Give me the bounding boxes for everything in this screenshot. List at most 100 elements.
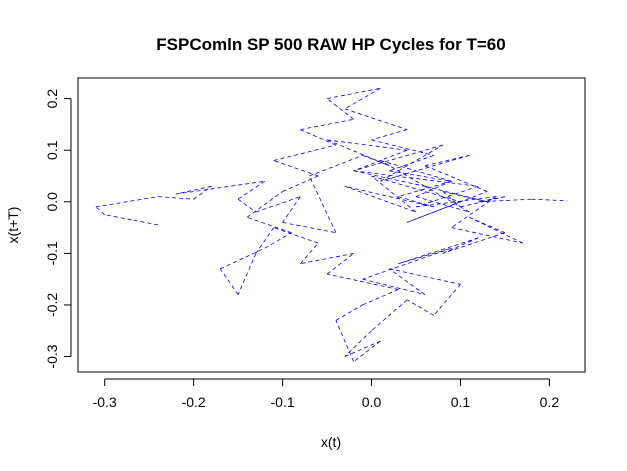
y-axis: -0.3 -0.2 -0.1 0.0 0.1 0.2 — [44, 89, 72, 369]
y-tick-label: 0.0 — [44, 192, 60, 212]
cycle-segment — [389, 170, 452, 182]
y-tick-label: 0.2 — [44, 89, 60, 109]
cycle-segment — [398, 180, 452, 197]
x-tick-label: -0.1 — [271, 394, 295, 410]
cycle-segment — [246, 216, 292, 234]
cycle-segment — [469, 216, 506, 234]
cycle-segment — [344, 185, 417, 213]
cycle-segment — [300, 118, 354, 130]
cycle-segment — [282, 222, 336, 234]
y-tick-label: -0.1 — [44, 241, 60, 265]
cycle-segment — [424, 185, 470, 213]
cycle-segment — [264, 232, 292, 249]
x-tick-label: -0.2 — [182, 394, 206, 410]
cycle-segment — [327, 139, 408, 151]
cycle-segment — [478, 198, 532, 203]
x-tick-label: 0.1 — [451, 394, 471, 410]
cycle-segment — [335, 320, 355, 362]
cycle-segment — [104, 214, 132, 221]
cycle-segment — [415, 185, 479, 208]
cycle-segment — [273, 144, 336, 161]
cycle-segment — [469, 216, 523, 244]
cycle-segment — [380, 160, 452, 182]
cycle-segment — [362, 247, 452, 280]
cycle-segment — [237, 253, 257, 295]
y-tick-label: -0.2 — [44, 293, 60, 317]
cycle-segment — [282, 175, 319, 192]
cycle-segment — [398, 196, 434, 208]
cycle-segment — [398, 237, 479, 265]
cycle-segment — [389, 268, 426, 295]
cycle-segment — [531, 198, 568, 202]
cycle-segment — [273, 227, 319, 244]
cycle-segment — [371, 175, 461, 203]
cycle-segment — [193, 185, 212, 200]
y-tick-label: -0.3 — [44, 344, 60, 368]
cycle-segment — [460, 196, 505, 208]
cycle-segment — [362, 278, 425, 295]
chart-title: FSPComln SP 500 RAW HP Cycles for T=60 — [156, 35, 505, 54]
x-axis: -0.3 -0.2 -0.1 0.0 0.1 0.2 — [93, 378, 559, 410]
cycle-segment — [344, 185, 434, 208]
cycle-segment — [433, 284, 461, 316]
cycle-segment — [353, 144, 443, 172]
cycle-segment — [380, 160, 426, 187]
cycle-segment — [389, 155, 434, 172]
plot-frame — [77, 77, 586, 373]
x-tick-label: 0.0 — [362, 394, 382, 410]
cycle-segment — [300, 129, 337, 146]
cycle-segment — [175, 180, 265, 195]
cycle-segment — [362, 289, 399, 306]
cycle-segment — [237, 180, 266, 200]
cycle-segment — [415, 196, 470, 213]
cycle-segment — [326, 139, 390, 167]
cycle-segment — [308, 175, 337, 233]
cycle-segment — [371, 175, 417, 213]
cycle-segment — [442, 237, 479, 254]
cycle-segment — [389, 268, 461, 285]
cycle-segment — [220, 247, 265, 270]
cycle-segment — [282, 196, 301, 223]
series-layer — [95, 87, 568, 363]
cycle-segment — [237, 198, 257, 213]
cycle-segment — [371, 129, 408, 141]
cycle-segment — [219, 268, 239, 295]
cycle-segment — [95, 206, 105, 216]
cycle-segment — [451, 227, 523, 244]
cycle-segment — [158, 196, 194, 200]
cycle-segment — [175, 185, 212, 195]
cycle-segment — [442, 191, 488, 203]
cycle-segment — [326, 253, 354, 275]
cycle-segment — [442, 232, 506, 254]
cycle-segment — [131, 219, 159, 226]
cycle-segment — [478, 196, 505, 203]
cycle-segment — [380, 155, 470, 182]
cycle-segment — [255, 196, 301, 213]
cycle-segment — [95, 196, 159, 208]
cycle-segment — [309, 155, 363, 177]
cycle-segment — [246, 191, 283, 218]
cycle-segment — [344, 330, 372, 357]
cycle-segment — [353, 340, 381, 363]
cycle-segment — [424, 165, 488, 192]
y-axis-label: x(t+T) — [5, 207, 21, 244]
cycle-segment — [371, 139, 434, 156]
cycle-segment — [335, 304, 363, 321]
x-tick-label: -0.3 — [93, 394, 117, 410]
cycle-segment — [255, 227, 275, 254]
cycle-segment — [273, 160, 319, 177]
cycle-segment — [442, 191, 461, 208]
cycle-segment — [371, 299, 408, 332]
cycle-segment — [424, 155, 470, 167]
x-axis-label: x(t) — [321, 434, 341, 450]
cycle-segment — [353, 170, 425, 187]
cycle-segment — [406, 299, 435, 316]
y-tick-label: 0.1 — [44, 140, 60, 160]
cycle-segment — [451, 196, 497, 228]
cycle-segment — [300, 253, 354, 265]
cycle-segment — [398, 247, 452, 265]
cycle-segment — [326, 98, 354, 120]
cycle-segment — [327, 87, 381, 99]
cycle-segment — [327, 273, 399, 290]
cycle-segment — [300, 242, 319, 264]
